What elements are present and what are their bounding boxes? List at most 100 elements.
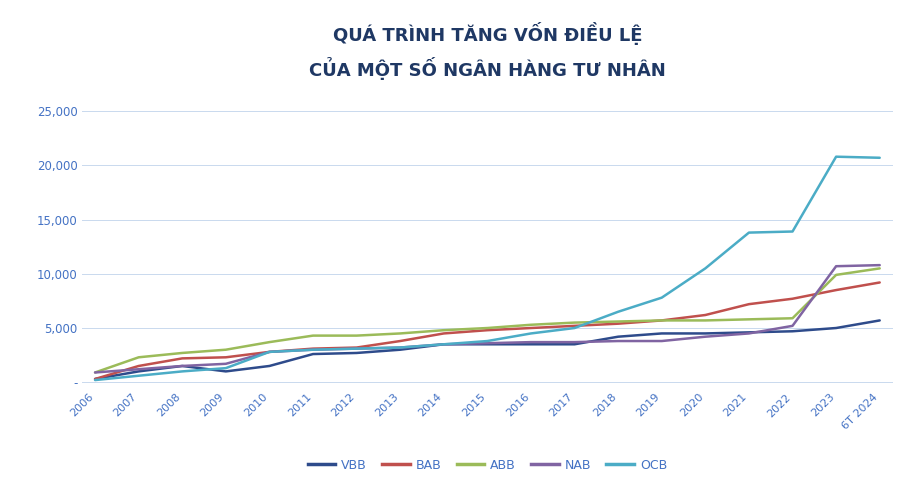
NAB bbox=[700, 333, 711, 339]
OCB bbox=[569, 325, 580, 331]
BAB bbox=[220, 354, 231, 360]
VBB bbox=[177, 363, 188, 369]
BAB bbox=[831, 287, 842, 293]
VBB bbox=[526, 341, 537, 347]
OCB bbox=[613, 309, 624, 315]
ABB bbox=[264, 339, 275, 345]
VBB bbox=[308, 351, 319, 357]
BAB bbox=[482, 327, 493, 333]
NAB bbox=[875, 262, 885, 268]
ABB bbox=[787, 315, 798, 321]
Line: OCB: OCB bbox=[95, 157, 880, 380]
ABB bbox=[743, 317, 754, 323]
OCB bbox=[351, 345, 362, 351]
ABB bbox=[308, 332, 319, 338]
VBB bbox=[482, 341, 493, 347]
NAB bbox=[743, 331, 754, 336]
NAB bbox=[831, 263, 842, 269]
Line: ABB: ABB bbox=[95, 268, 880, 372]
NAB bbox=[656, 338, 667, 344]
OCB bbox=[264, 349, 275, 355]
Line: BAB: BAB bbox=[95, 282, 880, 379]
NAB bbox=[89, 369, 100, 375]
ABB bbox=[394, 331, 405, 336]
NAB bbox=[220, 361, 231, 367]
ABB bbox=[656, 318, 667, 324]
OCB bbox=[831, 154, 842, 160]
BAB bbox=[438, 331, 449, 336]
BAB bbox=[569, 323, 580, 329]
ABB bbox=[89, 369, 100, 375]
BAB bbox=[613, 321, 624, 327]
VBB bbox=[700, 331, 711, 336]
Title: QUÁ TRÌNH TĂNG VỐN ĐIỀU LỆ
CỦA MỘT SỐ NGÂN HÀNG TƯ NHÂN: QUÁ TRÌNH TĂNG VỐN ĐIỀU LỆ CỦA MỘT SỐ NG… bbox=[309, 22, 666, 80]
OCB bbox=[133, 373, 144, 379]
VBB bbox=[394, 347, 405, 353]
OCB bbox=[700, 265, 711, 271]
VBB bbox=[89, 376, 100, 382]
OCB bbox=[743, 230, 754, 236]
NAB bbox=[177, 363, 188, 369]
VBB bbox=[743, 330, 754, 335]
VBB bbox=[264, 363, 275, 369]
NAB bbox=[787, 323, 798, 329]
BAB bbox=[89, 376, 100, 382]
VBB bbox=[831, 325, 842, 331]
VBB bbox=[351, 350, 362, 356]
NAB bbox=[482, 340, 493, 346]
NAB bbox=[308, 347, 319, 353]
VBB bbox=[438, 341, 449, 347]
BAB bbox=[700, 312, 711, 318]
VBB bbox=[613, 333, 624, 339]
OCB bbox=[787, 229, 798, 235]
ABB bbox=[613, 319, 624, 325]
OCB bbox=[526, 331, 537, 336]
ABB bbox=[569, 320, 580, 326]
ABB bbox=[351, 332, 362, 338]
BAB bbox=[656, 318, 667, 324]
NAB bbox=[264, 349, 275, 355]
Line: NAB: NAB bbox=[95, 265, 880, 372]
OCB bbox=[875, 155, 885, 161]
ABB bbox=[438, 327, 449, 333]
BAB bbox=[743, 301, 754, 307]
OCB bbox=[438, 341, 449, 347]
VBB bbox=[220, 368, 231, 374]
NAB bbox=[133, 366, 144, 372]
VBB bbox=[875, 318, 885, 324]
OCB bbox=[177, 368, 188, 374]
ABB bbox=[220, 347, 231, 353]
BAB bbox=[264, 349, 275, 355]
BAB bbox=[787, 296, 798, 302]
NAB bbox=[351, 345, 362, 351]
BAB bbox=[394, 338, 405, 344]
VBB bbox=[133, 368, 144, 374]
VBB bbox=[569, 341, 580, 347]
NAB bbox=[569, 339, 580, 345]
NAB bbox=[613, 338, 624, 344]
BAB bbox=[351, 344, 362, 350]
VBB bbox=[787, 329, 798, 334]
ABB bbox=[831, 272, 842, 278]
ABB bbox=[875, 265, 885, 271]
OCB bbox=[656, 295, 667, 301]
OCB bbox=[220, 365, 231, 371]
VBB bbox=[656, 331, 667, 336]
OCB bbox=[308, 347, 319, 353]
Legend: VBB, BAB, ABB, NAB, OCB: VBB, BAB, ABB, NAB, OCB bbox=[302, 454, 672, 477]
ABB bbox=[133, 354, 144, 360]
BAB bbox=[875, 279, 885, 285]
Line: VBB: VBB bbox=[95, 321, 880, 379]
OCB bbox=[394, 344, 405, 350]
NAB bbox=[394, 344, 405, 350]
BAB bbox=[526, 325, 537, 331]
NAB bbox=[526, 339, 537, 345]
ABB bbox=[482, 325, 493, 331]
BAB bbox=[177, 355, 188, 361]
NAB bbox=[438, 341, 449, 347]
BAB bbox=[308, 345, 319, 351]
BAB bbox=[133, 363, 144, 369]
ABB bbox=[177, 350, 188, 356]
ABB bbox=[700, 318, 711, 324]
ABB bbox=[526, 322, 537, 328]
